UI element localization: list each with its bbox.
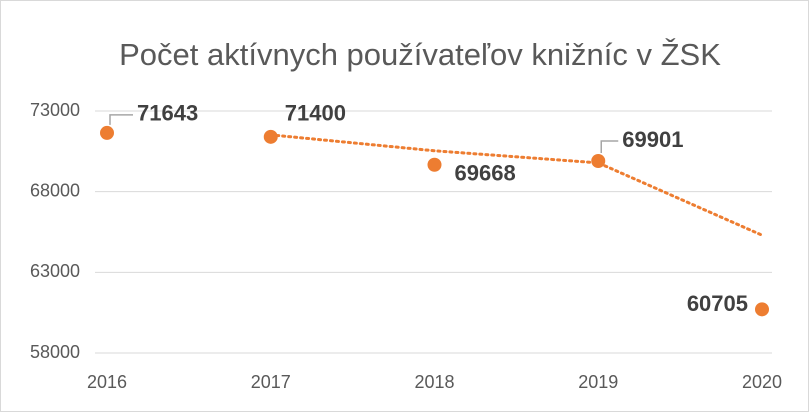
- x-tick-label: 2017: [251, 372, 291, 392]
- x-tick-label: 2020: [742, 372, 782, 392]
- y-tick-label: 63000: [30, 261, 80, 281]
- point: [100, 125, 114, 140]
- point: [755, 302, 769, 317]
- leader-line: [109, 114, 133, 125]
- chart-title: Počet aktívnych používateľov knižníc v Ž…: [119, 37, 721, 72]
- data-label: 71400: [285, 101, 346, 126]
- point: [591, 153, 606, 168]
- x-tick-label: 2016: [87, 372, 127, 392]
- data-label: 71643: [137, 101, 198, 126]
- point: [427, 157, 442, 172]
- leader-line: [600, 140, 619, 153]
- trendline: [269, 133, 764, 237]
- x-tick-label: 2019: [578, 372, 618, 392]
- data-label: 69668: [455, 161, 516, 186]
- data-label: 60705: [687, 291, 748, 316]
- x-tick-label: 2018: [414, 372, 454, 392]
- y-tick-label: 58000: [30, 342, 80, 362]
- y-tick-label: 68000: [30, 180, 80, 200]
- data-label: 69901: [622, 127, 683, 152]
- point: [263, 129, 278, 144]
- y-tick-label: 73000: [30, 100, 80, 120]
